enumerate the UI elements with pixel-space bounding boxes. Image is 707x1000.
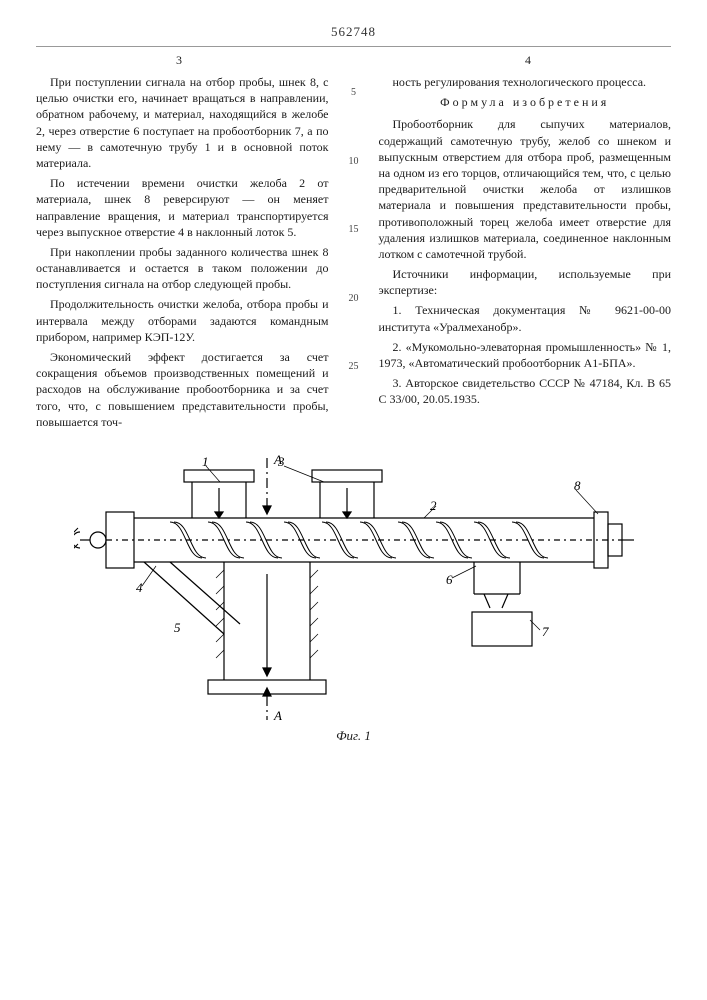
body-paragraph: При поступлении сигнала на отбор пробы, …	[36, 74, 329, 171]
body-paragraph: По истечении времени очистки желоба 2 от…	[36, 175, 329, 240]
line-number-gutter: 5 10 15 20 25	[345, 74, 363, 434]
figure-label-6: 6	[446, 572, 453, 587]
body-paragraph: Продолжительность очистки желоба, отбора…	[36, 296, 329, 345]
figure-label-8: 8	[574, 478, 581, 493]
source-item: 2. «Мукомольно-элеваторная промышленност…	[379, 339, 672, 371]
figure-drawing: 1 3 2 8 4 5 6 7 A A	[74, 444, 634, 724]
line-number: 20	[345, 292, 363, 306]
source-item: 3. Авторское свидетельство СССР № 47184,…	[379, 375, 672, 407]
line-number: 25	[345, 360, 363, 374]
figure-caption: Фиг. 1	[36, 728, 671, 744]
body-paragraph: Экономический эффект достигается за счет…	[36, 349, 329, 430]
horizontal-rule	[36, 46, 671, 47]
figure-label-1: 1	[202, 454, 209, 469]
claim-paragraph: Пробоотборник для сыпучих материалов, со…	[379, 116, 672, 262]
figure-1: 1 3 2 8 4 5 6 7 A A Фиг. 1	[36, 444, 671, 764]
line-number: 5	[345, 86, 363, 100]
section-mark-a-top: A	[273, 452, 282, 467]
line-number: 10	[345, 155, 363, 169]
right-column: ность регулирования технологического про…	[379, 74, 672, 434]
line-number: 15	[345, 223, 363, 237]
figure-label-4: 4	[136, 580, 143, 595]
document-number: 562748	[36, 24, 671, 40]
col-number-right: 4	[525, 53, 531, 68]
body-paragraph: ность регулирования технологического про…	[379, 74, 672, 90]
source-item: 1. Техническая документация № 9621-00-00…	[379, 302, 672, 334]
body-paragraph: При накоплении пробы заданного количеств…	[36, 244, 329, 293]
formula-heading: Формула изобретения	[379, 94, 672, 110]
section-mark-a-bottom: A	[273, 708, 282, 723]
col-number-left: 3	[176, 53, 182, 68]
figure-label-5: 5	[174, 620, 181, 635]
sources-heading: Источники информации, используемые при э…	[379, 266, 672, 298]
left-column: При поступлении сигнала на отбор пробы, …	[36, 74, 329, 434]
figure-label-7: 7	[542, 624, 549, 639]
